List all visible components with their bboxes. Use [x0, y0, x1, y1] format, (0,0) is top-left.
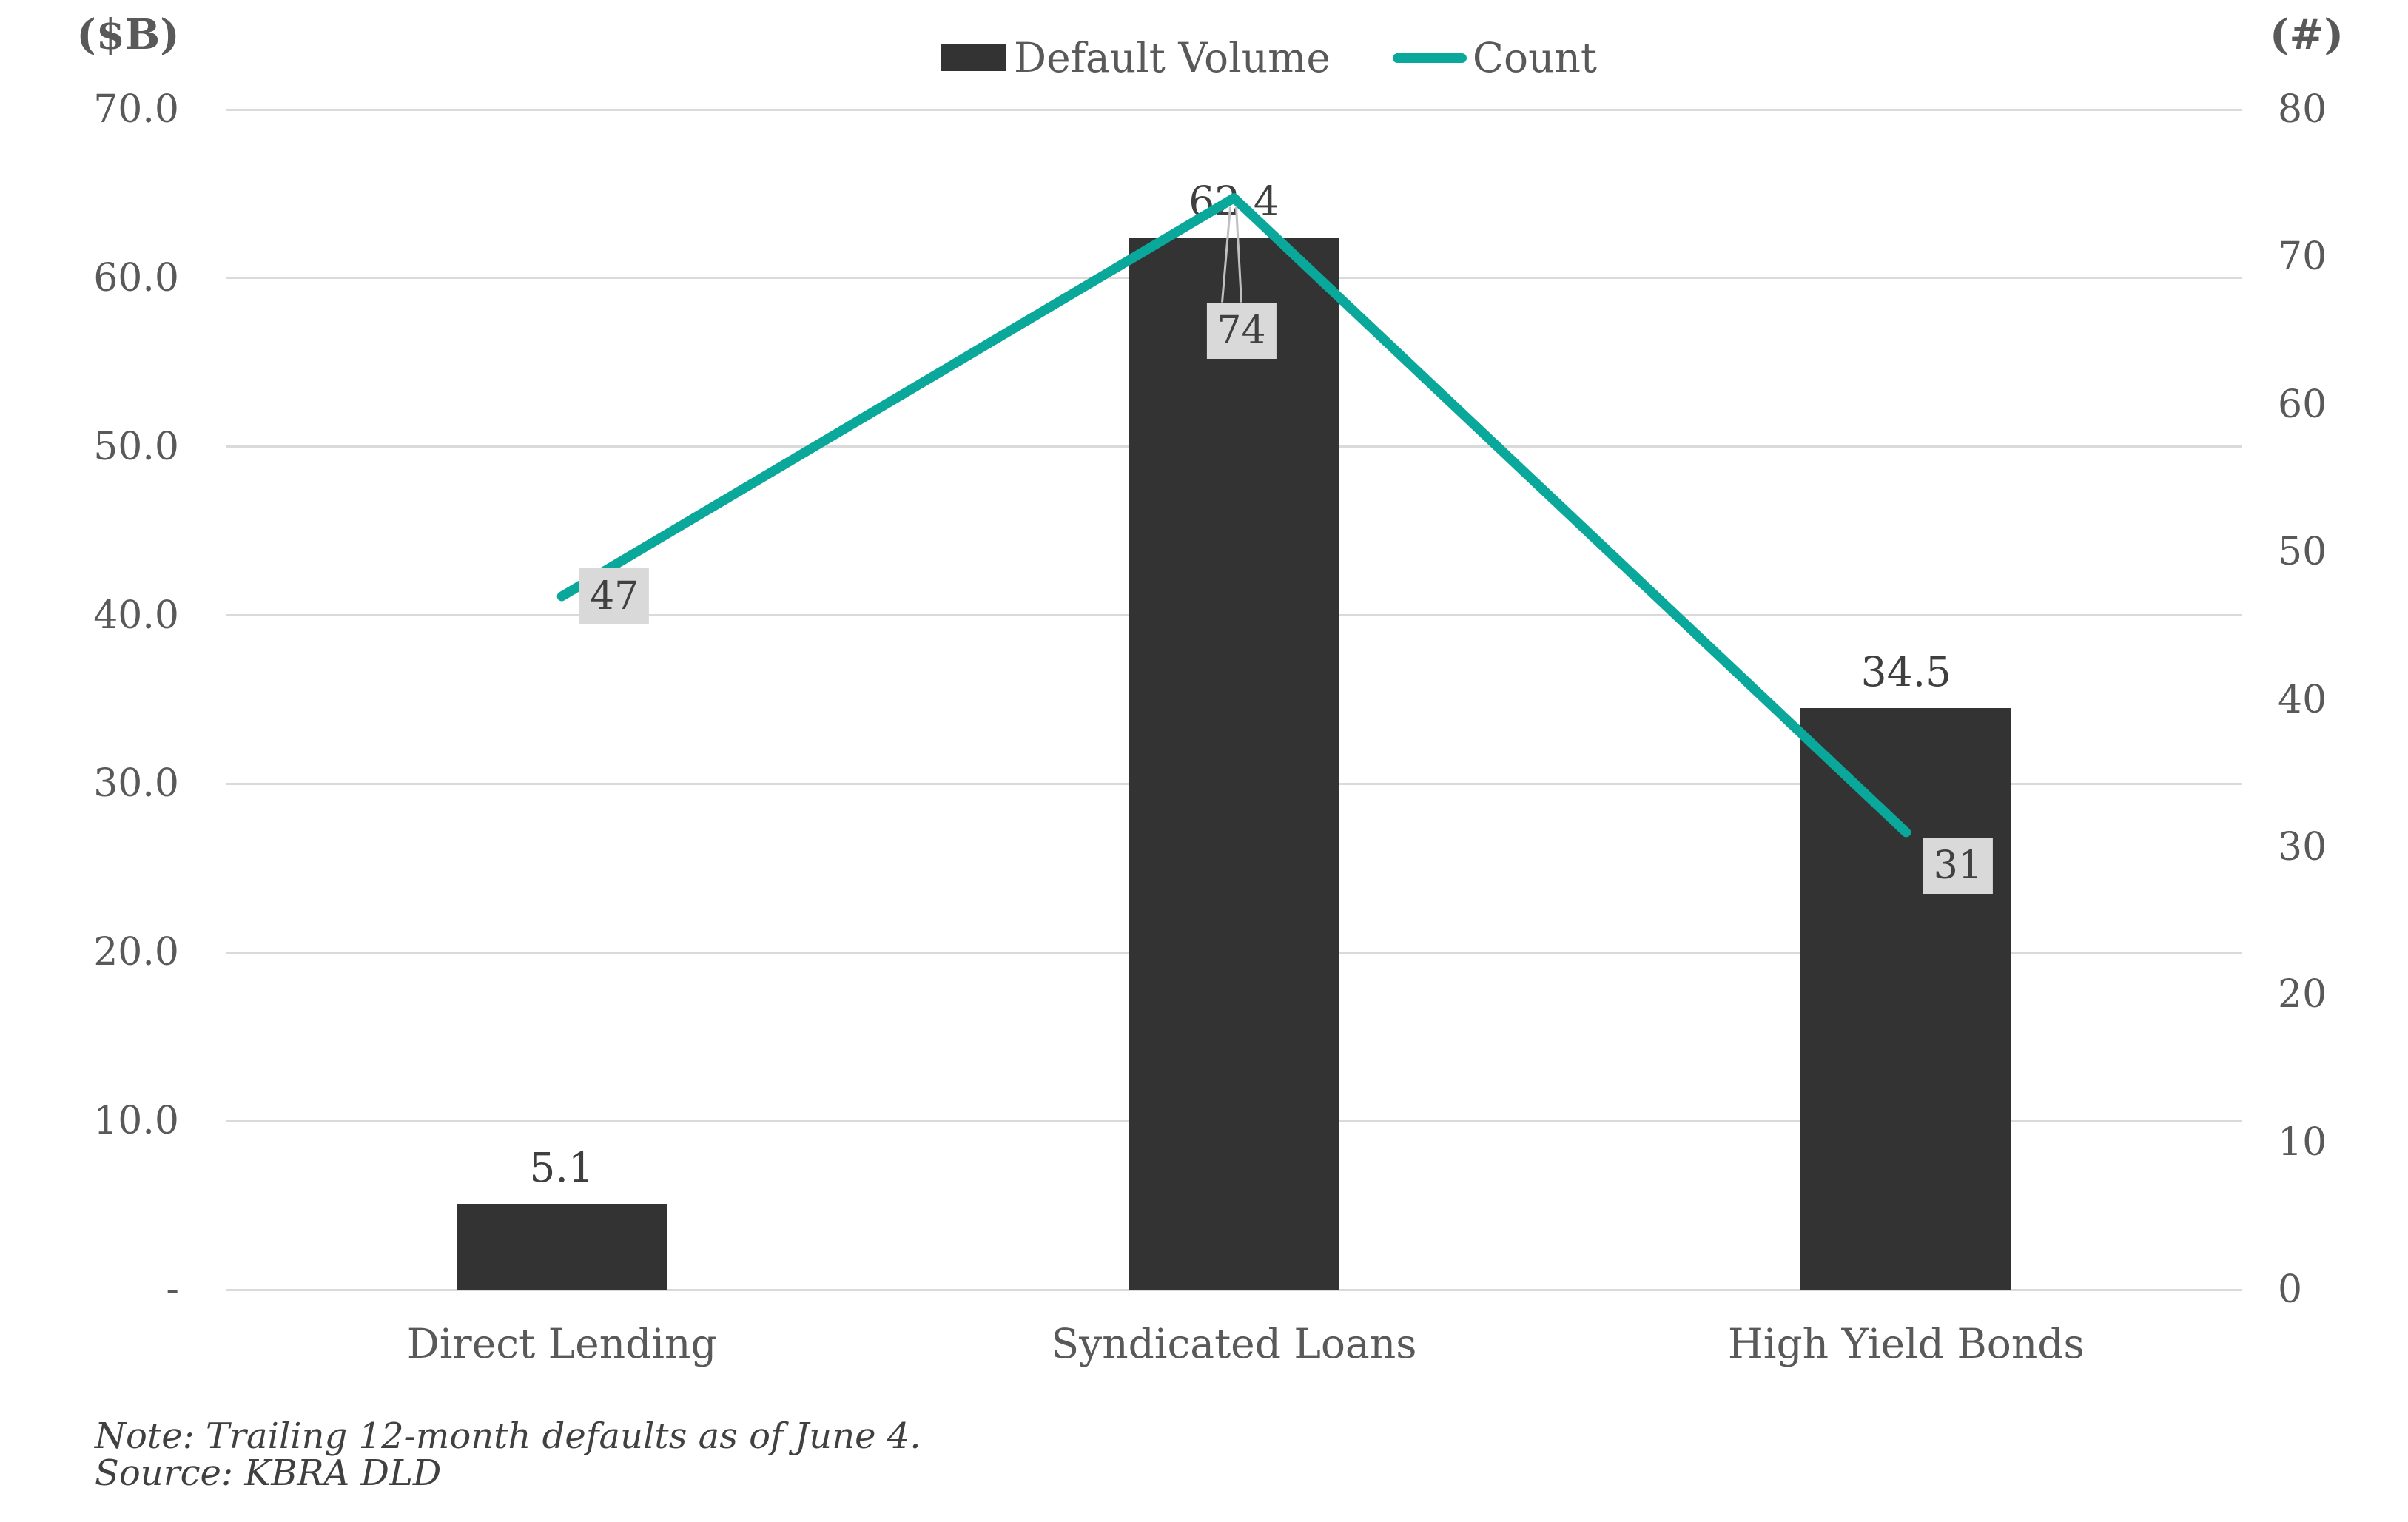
- right-axis-tick-label: 20: [2278, 972, 2327, 1017]
- left-axis-tick-label: 40.0: [93, 593, 179, 638]
- category-label-high-yield-bonds: High Yield Bonds: [1727, 1320, 2085, 1367]
- category-label-syndicated-loans: Syndicated Loans: [1051, 1320, 1417, 1367]
- chart-footnote: Note: Trailing 12-month defaults as of J…: [95, 1418, 921, 1492]
- right-axis-tick-label: 70: [2278, 235, 2327, 280]
- left-axis-tick-label: 60.0: [93, 255, 179, 300]
- left-axis-tick-label: 20.0: [93, 930, 179, 975]
- bar-direct-lending: [456, 1203, 667, 1290]
- gridline: [226, 1288, 2242, 1291]
- source-line: Source: KBRA DLD: [95, 1452, 442, 1494]
- gridline: [226, 108, 2242, 111]
- right-axis-tick-label: 80: [2278, 87, 2327, 132]
- bar-value-label-high-yield-bonds: 34.5: [1860, 647, 1952, 696]
- count-label-box-high-yield-bonds: 31: [1923, 837, 1993, 894]
- bar-high-yield-bonds: [1800, 707, 2012, 1290]
- right-axis-tick-label: 50: [2278, 530, 2327, 575]
- default-volume-swatch-icon: [941, 44, 1006, 71]
- left-axis-title: ($B): [76, 10, 180, 59]
- count-label-box-direct-lending: 47: [579, 568, 650, 624]
- bar-syndicated-loans: [1129, 238, 1339, 1290]
- left-axis-tick-label: 10.0: [93, 1099, 179, 1144]
- bar-value-label-direct-lending: 5.1: [529, 1143, 594, 1191]
- left-axis-tick-label: -: [166, 1267, 179, 1312]
- right-axis-tick-label: 30: [2278, 824, 2327, 869]
- right-axis-title: (#): [2270, 10, 2344, 59]
- right-axis-tick-label: 10: [2278, 1119, 2327, 1165]
- left-axis-tick-label: 70.0: [93, 87, 179, 132]
- legend-count-label: Count: [1472, 34, 1598, 81]
- count-label-box-syndicated-loans: 74: [1206, 302, 1277, 359]
- count-line: [556, 193, 1911, 838]
- legend-default-volume-label: Default Volume: [1014, 34, 1331, 81]
- left-axis-tick-label: 50.0: [93, 424, 179, 469]
- left-axis-tick-label: 30.0: [93, 761, 179, 807]
- count-label-leader-line: [1235, 206, 1242, 303]
- right-axis-tick-label: 0: [2278, 1267, 2303, 1312]
- count-line-swatch-icon: [1392, 53, 1467, 63]
- category-label-direct-lending: Direct Lending: [406, 1320, 717, 1367]
- legend: Default Volume Count: [941, 34, 1597, 81]
- count-label-leader-line: [1221, 206, 1231, 303]
- right-axis-tick-label: 40: [2278, 677, 2327, 722]
- right-axis-tick-label: 60: [2278, 382, 2327, 427]
- note-line: Note: Trailing 12-month defaults as of J…: [95, 1415, 921, 1457]
